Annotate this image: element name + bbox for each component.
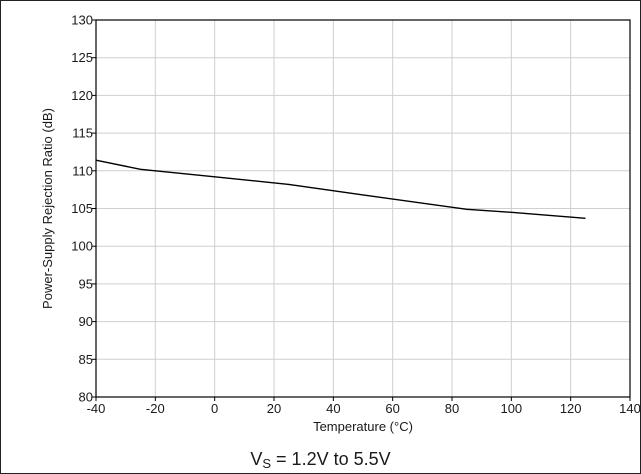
- psrr-series-line: [95, 159, 586, 219]
- caption-subscript: S: [262, 456, 272, 471]
- x-tick-label: -40: [87, 401, 106, 416]
- y-tick-label: 95: [79, 276, 93, 291]
- y-tick-label: 110: [72, 163, 93, 178]
- x-tick-label: 40: [326, 401, 340, 416]
- y-tick-label: 100: [71, 239, 93, 254]
- y-tick-label: 80: [79, 390, 93, 405]
- x-axis-title: Temperature (°C): [313, 419, 413, 434]
- x-tick-label: 0: [211, 401, 218, 416]
- y-tick-label: 120: [71, 88, 93, 103]
- y-tick-label: 105: [71, 201, 93, 216]
- x-tick-label: -20: [146, 401, 165, 416]
- y-tick-label: 125: [71, 50, 93, 65]
- y-tick-label: 115: [72, 126, 93, 141]
- x-tick-label: 120: [560, 401, 582, 416]
- y-tick-label: 85: [79, 352, 93, 367]
- x-tick-label: 80: [445, 401, 459, 416]
- supply-voltage-caption: VS = 1.2V to 5.5V: [0, 449, 641, 471]
- y-axis-title: Power-Supply Rejection Ratio (dB): [40, 108, 55, 309]
- caption-prefix: V: [250, 449, 263, 469]
- y-tick-label: 90: [79, 314, 93, 329]
- x-tick-label: 100: [500, 401, 522, 416]
- caption-suffix: = 1.2V to 5.5V: [271, 449, 391, 469]
- y-tick-label: 130: [71, 13, 93, 28]
- x-tick-label: 140: [619, 401, 641, 416]
- x-tick-label: 60: [385, 401, 399, 416]
- x-tick-label: 20: [267, 401, 281, 416]
